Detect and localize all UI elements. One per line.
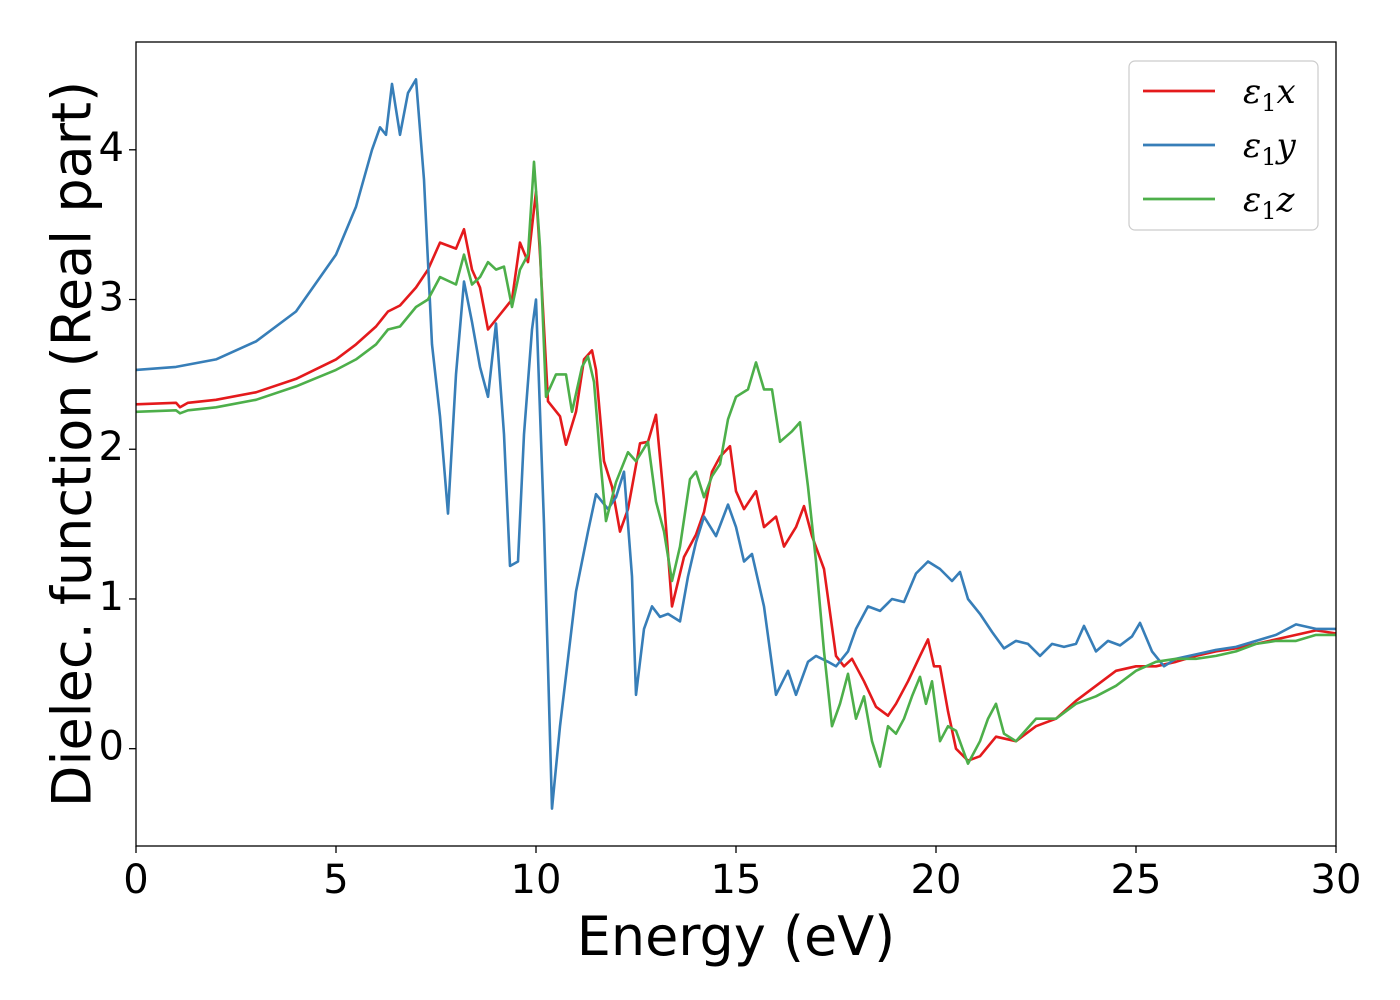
y-axis-ticks: 0 1 2 3 4 xyxy=(99,125,136,770)
legend-label-z: ε1z xyxy=(1243,180,1296,225)
x-axis-ticks: 0 5 10 15 20 25 30 xyxy=(123,846,1361,903)
y-axis-title: Dielec. function (Real part) xyxy=(41,81,104,807)
series-line-x xyxy=(136,190,1336,762)
legend-label-y: ε1y xyxy=(1243,126,1297,171)
x-tick-label: 20 xyxy=(911,857,962,903)
x-tick-label: 30 xyxy=(1311,857,1362,903)
x-tick-label: 15 xyxy=(711,857,762,903)
y-tick-label: 4 xyxy=(99,125,124,171)
legend: ε1x ε1y ε1z xyxy=(1128,60,1319,231)
x-tick-label: 5 xyxy=(323,857,348,903)
y-tick-label: 2 xyxy=(99,424,124,470)
x-axis-title: Energy (eV) xyxy=(577,905,896,968)
series-line-z xyxy=(136,160,1336,768)
y-tick-label: 0 xyxy=(99,724,124,770)
x-tick-label: 0 xyxy=(123,857,148,903)
y-tick-label: 1 xyxy=(99,574,124,620)
legend-box xyxy=(1128,60,1319,231)
legend-label-x: ε1x xyxy=(1243,72,1296,117)
series-line-y xyxy=(136,78,1336,810)
x-tick-label: 25 xyxy=(1111,857,1162,903)
series-layer xyxy=(136,78,1336,810)
y-tick-label: 3 xyxy=(99,275,124,321)
x-tick-label: 10 xyxy=(511,857,562,903)
